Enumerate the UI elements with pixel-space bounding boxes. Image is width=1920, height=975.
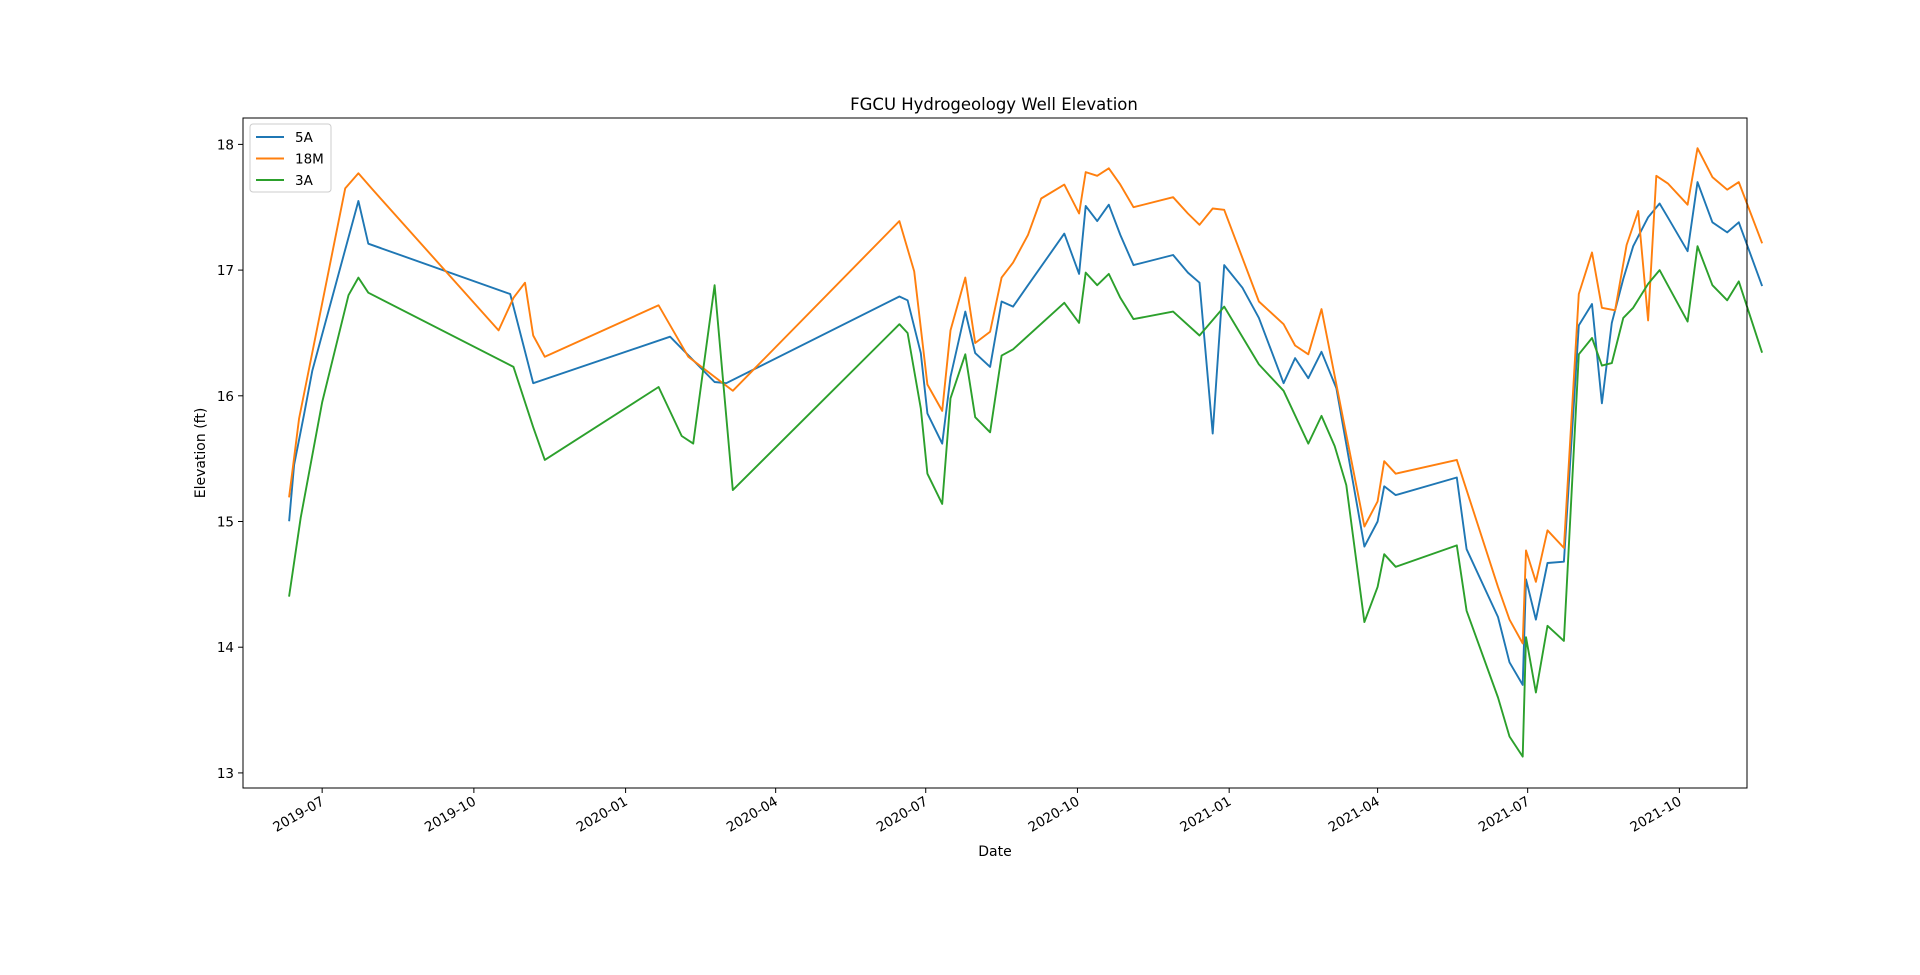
legend: 5A 18M 3A bbox=[249, 123, 332, 193]
y-tick-label: 17 bbox=[217, 263, 234, 279]
y-tick-label: 16 bbox=[217, 389, 234, 405]
series-line-3a bbox=[288, 245, 1763, 758]
y-tick-label: 14 bbox=[217, 640, 234, 656]
legend-label-18m: 18M bbox=[295, 152, 324, 168]
x-axis-label: Date bbox=[978, 844, 1011, 860]
y-tick-label: 15 bbox=[217, 515, 234, 531]
chart-title: FGCU Hydrogeology Well Elevation bbox=[850, 95, 1138, 114]
y-axis: 13 14 15 16 17 18 bbox=[217, 137, 243, 782]
legend-label-5a: 5A bbox=[295, 130, 314, 146]
y-tick-label: 13 bbox=[217, 766, 234, 782]
y-tick-label: 18 bbox=[217, 137, 234, 153]
legend-box bbox=[249, 123, 332, 193]
series-layer bbox=[288, 147, 1764, 758]
series-line-5a bbox=[288, 181, 1764, 686]
plot-area-frame bbox=[242, 117, 1748, 789]
legend-label-3a: 3A bbox=[295, 173, 314, 189]
y-axis-label: Elevation (ft) bbox=[193, 408, 209, 499]
